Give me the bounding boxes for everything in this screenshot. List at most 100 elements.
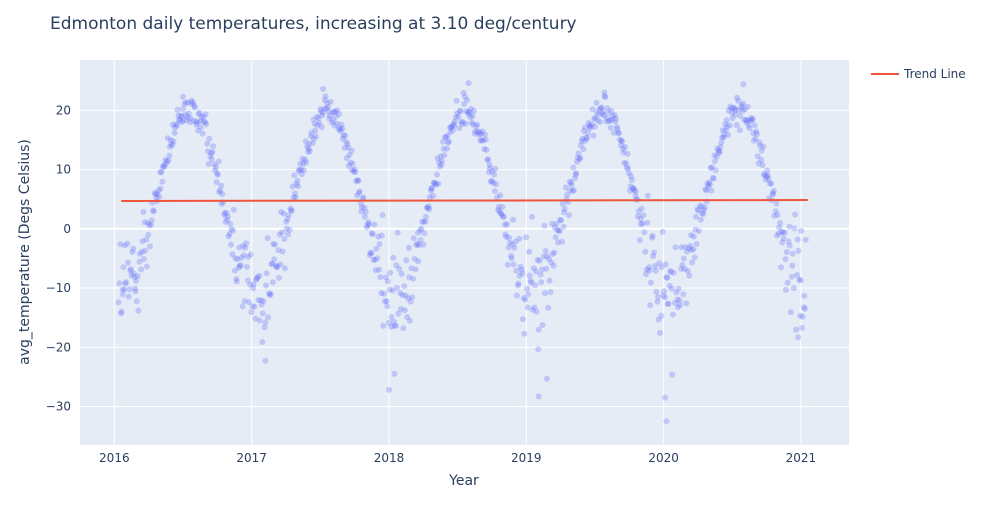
- temperature-point: [356, 188, 363, 195]
- temperature-point: [191, 104, 198, 111]
- temperature-point: [588, 121, 595, 128]
- temperature-point: [715, 149, 722, 156]
- temperature-point: [199, 130, 206, 137]
- temperature-point: [562, 184, 569, 191]
- temperature-point: [221, 209, 228, 216]
- temperature-point: [337, 128, 344, 134]
- temperature-point: [386, 386, 392, 393]
- temperature-point: [226, 231, 233, 238]
- temperature-point: [782, 256, 789, 263]
- temperature-point: [415, 258, 422, 265]
- temperature-point: [122, 280, 129, 287]
- temperature-point: [297, 160, 304, 167]
- temperature-point: [693, 241, 700, 247]
- temperature-point: [715, 147, 722, 154]
- temperature-point: [284, 216, 291, 222]
- y-tick-label: 20: [56, 103, 71, 117]
- temperature-point: [589, 106, 596, 113]
- temperature-point: [667, 269, 674, 276]
- temperature-point: [722, 121, 729, 128]
- temperature-point: [708, 187, 715, 194]
- temperature-point: [543, 375, 550, 382]
- temperature-point: [143, 263, 150, 270]
- temperature-point: [140, 208, 147, 215]
- temperature-point: [391, 322, 398, 329]
- temperature-point: [630, 185, 636, 192]
- temperature-point: [674, 296, 681, 303]
- temperature-point: [582, 124, 588, 131]
- temperature-point: [682, 244, 689, 251]
- temperature-point: [258, 301, 265, 308]
- temperature-point: [507, 239, 513, 246]
- temperature-point: [649, 234, 656, 241]
- temperature-point: [780, 229, 786, 236]
- temperature-point: [115, 299, 122, 306]
- temperature-point: [117, 241, 124, 248]
- temperature-point: [631, 187, 638, 194]
- temperature-point: [781, 229, 788, 236]
- temperature-point: [152, 191, 159, 198]
- temperature-point: [494, 194, 501, 201]
- temperature-point: [568, 182, 575, 188]
- temperature-point: [428, 185, 435, 192]
- temperature-point: [800, 304, 807, 311]
- temperature-point: [208, 156, 215, 163]
- temperature-point: [460, 119, 466, 126]
- temperature-point: [775, 230, 782, 237]
- temperature-point: [559, 238, 565, 245]
- temperature-point: [373, 245, 380, 252]
- temperature-point: [375, 233, 382, 240]
- temperature-point: [573, 170, 580, 177]
- temperature-point: [483, 146, 490, 153]
- legend[interactable]: Trend Line: [871, 67, 966, 81]
- temperature-point: [384, 278, 391, 285]
- temperature-point: [272, 241, 278, 248]
- temperature-point: [637, 221, 644, 228]
- temperature-point: [368, 230, 375, 237]
- temperature-point: [381, 290, 387, 297]
- temperature-point: [610, 129, 617, 136]
- temperature-point: [689, 259, 696, 266]
- temperature-point: [363, 224, 370, 231]
- temperature-point: [586, 122, 593, 129]
- temperature-point: [287, 205, 294, 212]
- temperature-point: [289, 183, 296, 190]
- temperature-point: [334, 107, 341, 114]
- temperature-point: [793, 326, 800, 333]
- temperature-point: [300, 160, 307, 167]
- temperature-point: [455, 113, 462, 120]
- temperature-point: [549, 250, 556, 257]
- temperature-point: [519, 270, 526, 277]
- temperature-point: [308, 129, 315, 136]
- temperature-point: [577, 154, 584, 161]
- temperature-point: [762, 176, 769, 183]
- temperature-point: [404, 314, 411, 320]
- temperature-point: [371, 221, 378, 228]
- temperature-point: [541, 222, 548, 229]
- temperature-point: [497, 210, 504, 217]
- temperature-point: [477, 137, 484, 144]
- temperature-point: [723, 117, 730, 124]
- temperature-point: [794, 272, 801, 278]
- temperature-point: [442, 134, 449, 141]
- temperature-point: [492, 165, 499, 172]
- temperature-point: [207, 153, 214, 160]
- temperature-point: [499, 204, 506, 210]
- temperature-point: [577, 142, 584, 149]
- temperature-point: [406, 317, 413, 324]
- temperature-point: [659, 228, 666, 235]
- temperature-point: [240, 242, 247, 249]
- temperature-point: [503, 233, 510, 240]
- temperature-point: [397, 306, 404, 312]
- temperature-point: [224, 213, 231, 220]
- temperature-point: [688, 246, 695, 253]
- temperature-point: [517, 263, 524, 270]
- temperature-point: [414, 240, 421, 247]
- temperature-point: [491, 171, 498, 178]
- temperature-point: [190, 117, 197, 124]
- temperature-point: [228, 241, 234, 248]
- temperature-point: [154, 191, 161, 198]
- temperature-point: [317, 108, 324, 115]
- temperature-point: [576, 156, 583, 163]
- temperature-point: [156, 193, 163, 200]
